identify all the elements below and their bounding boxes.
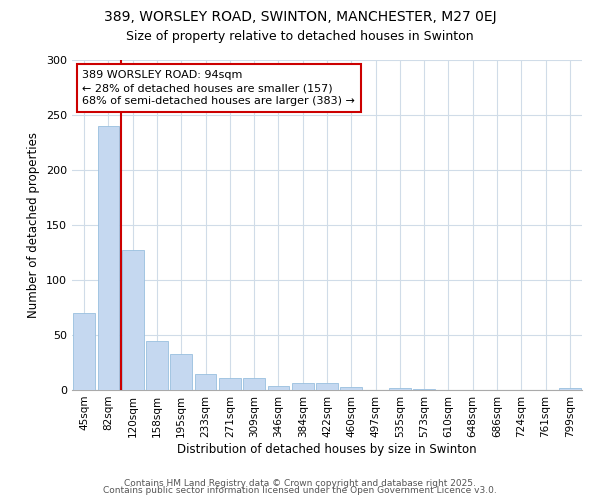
Bar	[219, 378, 241, 390]
X-axis label: Distribution of detached houses by size in Swinton: Distribution of detached houses by size …	[177, 442, 477, 456]
Text: Size of property relative to detached houses in Swinton: Size of property relative to detached ho…	[126, 30, 474, 43]
Text: 389 WORSLEY ROAD: 94sqm
← 28% of detached houses are smaller (157)
68% of semi-d: 389 WORSLEY ROAD: 94sqm ← 28% of detache…	[82, 70, 355, 106]
Bar	[292, 384, 314, 390]
Bar	[194, 374, 217, 390]
Bar	[73, 313, 95, 390]
Bar	[413, 389, 435, 390]
Bar	[559, 388, 581, 390]
Bar	[122, 250, 143, 390]
Text: Contains public sector information licensed under the Open Government Licence v3: Contains public sector information licen…	[103, 486, 497, 495]
Y-axis label: Number of detached properties: Number of detached properties	[28, 132, 40, 318]
Text: 389, WORSLEY ROAD, SWINTON, MANCHESTER, M27 0EJ: 389, WORSLEY ROAD, SWINTON, MANCHESTER, …	[104, 10, 496, 24]
Bar	[97, 126, 119, 390]
Bar	[268, 386, 289, 390]
Bar	[316, 384, 338, 390]
Bar	[340, 386, 362, 390]
Bar	[146, 340, 168, 390]
Bar	[243, 378, 265, 390]
Bar	[389, 388, 411, 390]
Bar	[170, 354, 192, 390]
Text: Contains HM Land Registry data © Crown copyright and database right 2025.: Contains HM Land Registry data © Crown c…	[124, 478, 476, 488]
